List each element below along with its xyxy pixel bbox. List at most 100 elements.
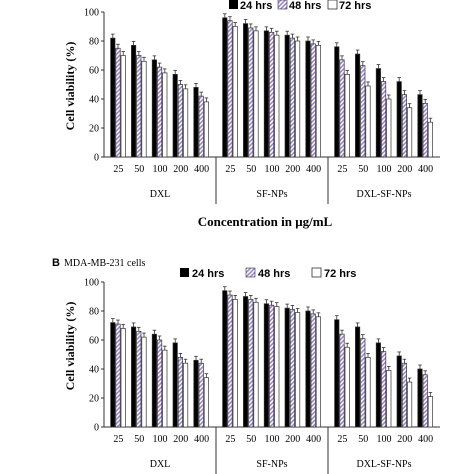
x-tick-label: 25 (113, 164, 123, 175)
y-tick-label: 20 (89, 394, 99, 405)
bar-48hrs (136, 330, 142, 428)
x-tick-label: 400 (194, 164, 209, 175)
legend-label-72hrs: 72 hrs (339, 0, 371, 12)
bar-72hrs (162, 349, 168, 428)
x-tick-label: 200 (285, 164, 300, 175)
group-label: SF-NPs (256, 189, 287, 200)
y-tick-label: 60 (89, 336, 99, 347)
bar-48hrs (157, 339, 163, 428)
x-tick-label: 200 (285, 434, 300, 445)
bar-24hrs (396, 355, 402, 428)
y-tick-label: 40 (89, 95, 99, 106)
bar-72hrs (386, 98, 392, 158)
x-tick-label: 100 (377, 164, 392, 175)
bar-72hrs (427, 396, 433, 428)
plot-area: 0 20 40 60 80 100 DXL 25 50 100 200 400 SF-NPs 25 50 10… (84, 8, 440, 204)
group-label: DXL-SF-NPs (356, 459, 411, 470)
x-tick-label: 50 (358, 434, 368, 445)
bar-48hrs (177, 357, 183, 428)
bar-24hrs (243, 296, 249, 428)
x-tick-label: 50 (246, 434, 256, 445)
x-tick-label: 50 (134, 434, 144, 445)
bar-24hrs (305, 40, 311, 158)
legend-swatch-48hrs (245, 267, 256, 278)
x-axis-label: Concentration in μg/mL (198, 214, 333, 229)
bar-48hrs (227, 294, 233, 428)
bar-24hrs (355, 326, 361, 428)
bar-24hrs (417, 368, 423, 428)
bar-72hrs (141, 336, 147, 428)
bar-24hrs (222, 17, 228, 158)
group-label: DXL (150, 189, 171, 200)
group-label: SF-NPs (256, 459, 287, 470)
x-tick-label: 25 (225, 164, 235, 175)
panel-label: B (52, 257, 60, 269)
y-tick-label: 80 (89, 37, 99, 48)
bar-72hrs (120, 328, 126, 428)
bar-24hrs (334, 46, 340, 158)
bar-48hrs (401, 362, 407, 428)
x-tick-label: 400 (306, 164, 321, 175)
legend: 24 hrs 48 hrs 72 hrs (229, 0, 371, 12)
y-tick-label: 20 (89, 124, 99, 135)
x-tick-label: 200 (173, 434, 188, 445)
bar-48hrs (269, 31, 275, 158)
bar-48hrs (289, 309, 295, 428)
bar-48hrs (381, 351, 387, 428)
bar-48hrs (310, 313, 316, 428)
x-tick-label: 50 (246, 164, 256, 175)
bar-48hrs (381, 81, 387, 158)
bar-72hrs (141, 60, 147, 158)
bar-72hrs (315, 316, 321, 428)
x-tick-label: 50 (358, 164, 368, 175)
legend-swatch-48hrs (277, 0, 288, 10)
y-axis-label: Cell viability (%) (63, 302, 77, 391)
legend-label-24hrs: 24 hrs (192, 268, 224, 280)
bar-24hrs (172, 342, 178, 428)
chart-panel-b: B MDA-MB-231 cells Cell viability (%) 24… (52, 257, 440, 474)
bar-72hrs (274, 34, 280, 158)
bar-48hrs (269, 304, 275, 428)
bar-72hrs (183, 88, 189, 158)
bar-72hrs (295, 312, 301, 428)
bar-72hrs (295, 40, 301, 158)
bar-24hrs (417, 94, 423, 158)
bar-72hrs (203, 101, 209, 158)
x-tick-label: 400 (418, 434, 433, 445)
y-tick-label: 0 (94, 423, 99, 434)
x-tick-label: 400 (306, 434, 321, 445)
bar-72hrs (427, 121, 433, 158)
bar-48hrs (198, 95, 204, 158)
y-tick-label: 60 (89, 66, 99, 77)
bar-24hrs (334, 319, 340, 428)
bar-72hrs (274, 306, 280, 428)
bar-48hrs (136, 55, 142, 158)
bar-24hrs (193, 87, 199, 158)
bar-24hrs (222, 290, 228, 428)
legend-label-48hrs: 48 hrs (258, 268, 290, 280)
bar-48hrs (360, 338, 366, 428)
x-tick-label: 400 (418, 164, 433, 175)
bar-72hrs (183, 362, 189, 428)
x-tick-label: 200 (397, 434, 412, 445)
legend-swatch-24hrs (180, 268, 189, 277)
x-tick-label: 25 (113, 434, 123, 445)
bar-48hrs (401, 94, 407, 158)
legend-label-48hrs: 48 hrs (289, 0, 321, 12)
x-tick-label: 25 (225, 434, 235, 445)
legend-swatch-72hrs (327, 0, 338, 10)
bar-24hrs (263, 303, 269, 428)
bar-72hrs (386, 370, 392, 428)
x-tick-label: 200 (173, 164, 188, 175)
bar-24hrs (243, 23, 249, 158)
bar-24hrs (131, 44, 137, 158)
bar-72hrs (344, 73, 350, 158)
group-label: DXL (150, 459, 171, 470)
bar-72hrs (365, 357, 371, 428)
bar-24hrs (193, 359, 199, 428)
bar-48hrs (115, 47, 121, 158)
bar-24hrs (305, 310, 311, 428)
bar-72hrs (232, 26, 238, 158)
chart-panel-a: Cell viability (%) Concentration in μg/m… (63, 0, 440, 229)
